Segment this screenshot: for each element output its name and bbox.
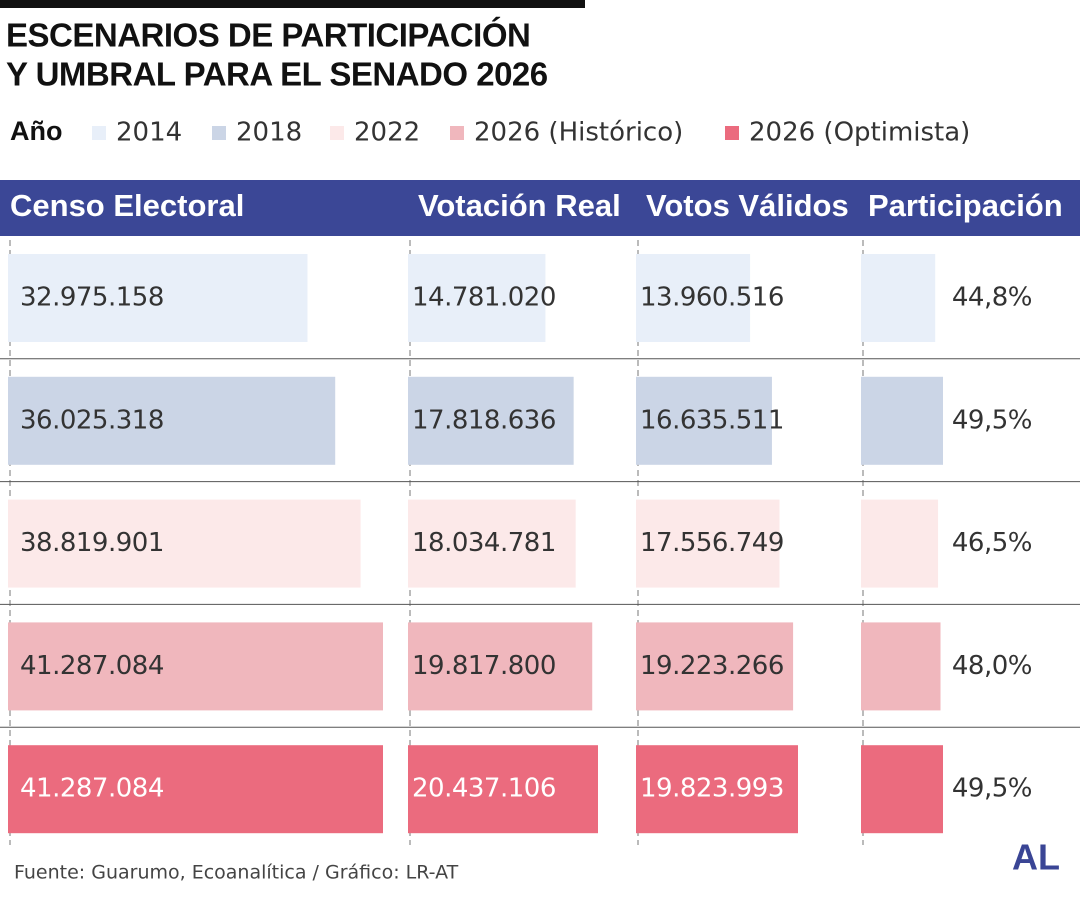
legend-label: 2022 xyxy=(354,118,420,148)
bar xyxy=(861,745,943,834)
value-label: 18.034.781 xyxy=(412,528,556,558)
value-label: 36.025.318 xyxy=(20,405,164,435)
bar xyxy=(8,622,383,711)
value-label: 20.437.106 xyxy=(412,774,556,804)
legend-swatch xyxy=(330,126,344,140)
title-line: Y UMBRAL PARA EL SENADO 2026 xyxy=(6,56,548,93)
bar xyxy=(636,499,780,588)
value-label: 49,5% xyxy=(952,774,1032,804)
bar xyxy=(861,254,936,342)
value-label: 41.287.084 xyxy=(20,651,164,681)
value-label: 17.818.636 xyxy=(412,405,556,435)
value-label: 44,8% xyxy=(952,283,1032,313)
legend-swatch xyxy=(92,126,106,140)
bar xyxy=(408,376,574,465)
header-bar xyxy=(0,180,1080,236)
value-label: 19.223.266 xyxy=(640,651,784,681)
title-line: ESCENARIOS DE PARTICIPACIÓN xyxy=(6,17,530,54)
value-label: 19.817.800 xyxy=(412,651,556,681)
bar xyxy=(636,254,751,342)
bar xyxy=(8,254,308,342)
legend-label: 2018 xyxy=(236,118,302,148)
legend-label: 2014 xyxy=(116,118,182,148)
bar xyxy=(861,499,939,588)
value-label: 41.287.084 xyxy=(20,774,164,804)
column-header: Votación Real xyxy=(418,188,621,223)
bar xyxy=(408,745,598,834)
column-header: Votos Válidos xyxy=(646,188,849,223)
legend-title: Año xyxy=(10,116,62,146)
legend-label: 2026 (Histórico) xyxy=(474,118,683,148)
column-header: Participación xyxy=(868,188,1063,223)
value-label: 46,5% xyxy=(952,528,1032,558)
value-label: 13.960.516 xyxy=(640,283,784,313)
value-label: 49,5% xyxy=(952,405,1032,435)
bar xyxy=(8,745,383,834)
legend-swatch xyxy=(450,126,464,140)
top-rule xyxy=(0,0,585,8)
logo: AL xyxy=(1012,837,1060,878)
legend-label: 2026 (Optimista) xyxy=(749,118,970,148)
source: Fuente: Guarumo, Ecoanalítica / Gráfico:… xyxy=(14,862,459,884)
value-label: 38.819.901 xyxy=(20,528,164,558)
bar xyxy=(8,376,336,465)
legend-swatch xyxy=(725,126,739,140)
bar xyxy=(861,622,941,711)
legend-swatch xyxy=(212,126,226,140)
value-label: 16.635.511 xyxy=(640,405,784,435)
bar xyxy=(8,499,361,588)
bar xyxy=(861,376,943,465)
bar xyxy=(636,376,772,465)
value-label: 17.556.749 xyxy=(640,528,784,558)
value-label: 48,0% xyxy=(952,651,1032,681)
bar xyxy=(408,254,546,342)
value-label: 32.975.158 xyxy=(20,283,164,313)
bar xyxy=(636,622,794,711)
value-label: 19.823.993 xyxy=(640,774,784,804)
value-label: 14.781.020 xyxy=(412,283,556,313)
bar xyxy=(408,499,576,588)
column-header: Censo Electoral xyxy=(10,188,244,223)
bar xyxy=(408,622,593,711)
bar xyxy=(636,745,798,834)
